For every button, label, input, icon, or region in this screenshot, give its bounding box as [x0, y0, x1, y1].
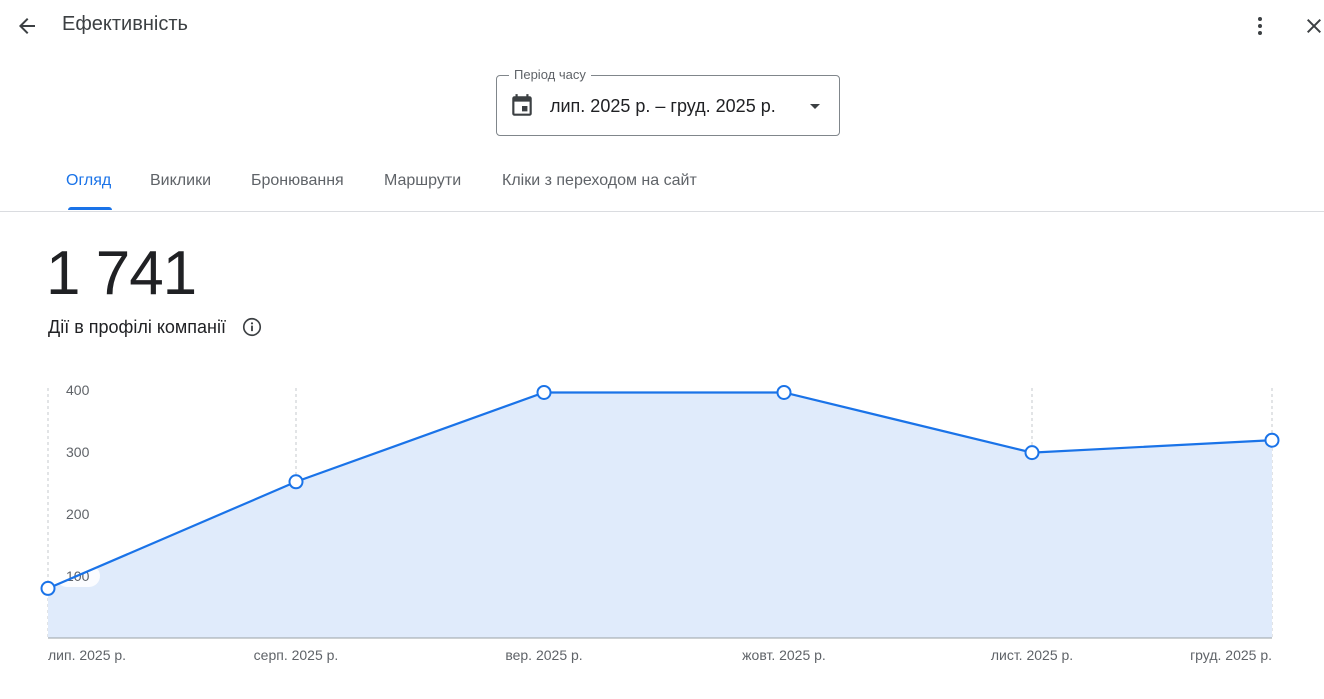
tab-bar: Огляд Виклики Бронювання Маршрути Кліки … — [0, 160, 1324, 212]
x-tick-label: вер. 2025 р. — [505, 647, 582, 663]
x-tick-label: лип. 2025 р. — [48, 647, 126, 663]
y-tick-label: 200 — [66, 506, 90, 522]
tab-directions[interactable]: Маршрути — [384, 172, 462, 189]
x-tick-label: груд. 2025 р. — [1190, 647, 1272, 663]
x-tick-label: серп. 2025 р. — [254, 647, 339, 663]
info-icon[interactable] — [241, 316, 263, 338]
series-area — [48, 392, 1272, 638]
x-tick-label: лист. 2025 р. — [991, 647, 1073, 663]
more-vert-icon — [1258, 17, 1262, 35]
series-line — [47, 391, 1273, 590]
arrow-back-icon — [19, 18, 35, 34]
close-button[interactable] — [1294, 6, 1324, 46]
page-title: Ефективність — [62, 13, 188, 35]
tab-website-clicks[interactable]: Кліки з переходом на сайт — [502, 172, 697, 189]
total-actions-value: 1 741 — [46, 239, 197, 308]
tab-bookings[interactable]: Бронювання — [251, 172, 344, 189]
y-tick-label: 300 — [66, 444, 90, 460]
more-options-button[interactable] — [1240, 6, 1280, 46]
time-period-value: лип. 2025 р. – груд. 2025 р. — [550, 96, 776, 116]
data-point — [536, 384, 552, 400]
active-tab-indicator — [68, 207, 112, 210]
tab-calls[interactable]: Виклики — [150, 172, 211, 189]
top-app-bar: Ефективність — [0, 0, 1324, 52]
data-point — [1024, 445, 1040, 461]
dropdown-arrow-icon — [810, 104, 820, 109]
calendar-icon — [512, 94, 532, 116]
y-tick-label: 400 — [66, 382, 90, 398]
data-point — [1264, 432, 1280, 448]
back-button[interactable] — [7, 6, 47, 46]
data-point — [288, 474, 304, 490]
metric-label: Дії в профілі компанії — [48, 317, 226, 337]
time-period-select[interactable]: Період часу лип. 2025 р. – груд. 2025 р. — [496, 67, 840, 136]
close-icon — [1307, 19, 1321, 33]
x-tick-label: жовт. 2025 р. — [742, 647, 826, 663]
data-point — [776, 384, 792, 400]
data-point — [40, 580, 56, 596]
time-period-label: Період часу — [509, 67, 591, 82]
tab-overview[interactable]: Огляд — [66, 172, 112, 189]
